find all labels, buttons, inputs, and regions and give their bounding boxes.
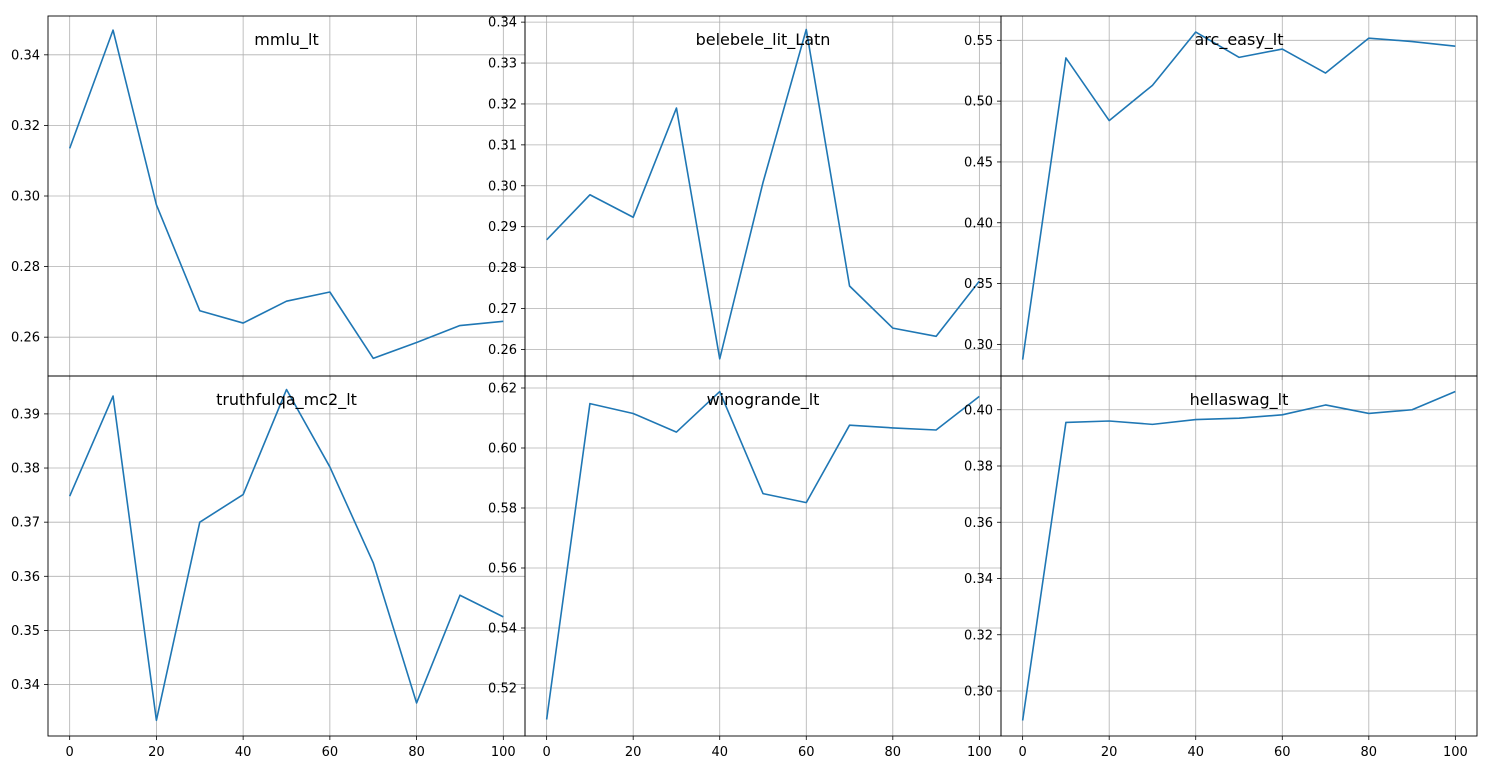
- y-tick-label: 0.32: [488, 97, 517, 112]
- panel-title: mmlu_lt: [254, 30, 318, 50]
- x-tick-label: 0: [1018, 745, 1026, 760]
- x-tick-label: 40: [235, 745, 252, 760]
- y-tick-label: 0.30: [488, 179, 517, 194]
- y-tick-label: 0.34: [964, 572, 993, 587]
- x-tick-label: 20: [148, 745, 165, 760]
- y-tick-label: 0.50: [964, 95, 993, 110]
- x-tick-label: 0: [542, 745, 550, 760]
- y-tick-label: 0.40: [964, 403, 993, 418]
- y-tick-label: 0.55: [964, 34, 993, 49]
- x-tick-label: 100: [491, 745, 516, 760]
- x-tick-label: 40: [1187, 745, 1204, 760]
- y-tick-label: 0.62: [488, 382, 517, 397]
- chart-panel-3: 0.34 0.35 0.36 0.37 0.38 0.39 0 20 40 60 80 100 trut…: [11, 375, 526, 760]
- y-tick-label: 0.36: [964, 516, 993, 531]
- x-tick-label: 20: [625, 745, 642, 760]
- y-tick-label: 0.34: [11, 678, 40, 693]
- y-tick-label: 0.34: [11, 48, 40, 63]
- chart-panel-1: 0.26 0.27 0.28 0.29 0.30 0.31 0.32 0.33 0.34 bele…: [488, 15, 1002, 380]
- chart-panel-2: 0.30 0.35 0.40 0.45 0.50 0.55 arc_easy_lt: [964, 15, 1478, 380]
- panel-title: belebele_lit_Latn: [696, 30, 831, 50]
- x-tick-label: 100: [967, 745, 992, 760]
- y-tick-label: 0.31: [488, 138, 517, 153]
- chart-panel-4: 0.52 0.54 0.56 0.58 0.60 0.62 0 20 40 60 80 100 wino…: [488, 375, 1002, 760]
- axes-frame: [1000, 375, 1478, 737]
- y-tick-label: 0.28: [11, 260, 40, 275]
- y-tick-label: 0.32: [11, 119, 40, 134]
- y-tick-label: 0.45: [964, 155, 993, 170]
- x-tick-label: 100: [1443, 745, 1468, 760]
- x-tick-label: 20: [1101, 745, 1118, 760]
- x-tick-label: 60: [322, 745, 339, 760]
- y-tick-label: 0.27: [488, 302, 517, 317]
- panel-title: winogrande_lt: [707, 390, 820, 410]
- y-tick-label: 0.26: [488, 343, 517, 358]
- x-tick-label: 0: [66, 745, 74, 760]
- panel-title: truthfulqa_mc2_lt: [216, 390, 357, 410]
- y-tick-label: 0.26: [11, 331, 40, 346]
- y-tick-label: 0.32: [964, 628, 993, 643]
- y-tick-label: 0.30: [11, 190, 40, 205]
- x-tick-label: 60: [798, 745, 815, 760]
- panel-title: hellaswag_lt: [1190, 390, 1289, 410]
- x-tick-label: 80: [1361, 745, 1378, 760]
- y-tick-label: 0.60: [488, 442, 517, 457]
- y-tick-label: 0.29: [488, 220, 517, 235]
- chart-panel-5: 0.30 0.32 0.34 0.36 0.38 0.40 0 20 40 60 80 100 hell…: [964, 375, 1478, 760]
- y-tick-label: 0.58: [488, 502, 517, 517]
- y-tick-label: 0.34: [488, 16, 517, 31]
- y-tick-label: 0.30: [964, 685, 993, 700]
- panel-title: arc_easy_lt: [1195, 30, 1284, 50]
- chart-panel-0: 0.26 0.28 0.30 0.32 0.34 mmlu_lt: [11, 15, 526, 380]
- x-tick-label: 80: [885, 745, 902, 760]
- y-tick-label: 0.35: [964, 277, 993, 292]
- y-tick-label: 0.33: [488, 57, 517, 72]
- y-tick-label: 0.35: [11, 624, 40, 639]
- y-tick-label: 0.38: [11, 462, 40, 477]
- y-tick-label: 0.30: [964, 338, 993, 353]
- x-tick-label: 40: [711, 745, 728, 760]
- y-tick-label: 0.36: [11, 570, 40, 585]
- y-tick-label: 0.56: [488, 562, 517, 577]
- y-tick-label: 0.52: [488, 682, 517, 697]
- y-tick-label: 0.38: [964, 460, 993, 475]
- y-tick-label: 0.40: [964, 216, 993, 231]
- x-tick-label: 60: [1274, 745, 1291, 760]
- y-tick-label: 0.54: [488, 622, 517, 637]
- x-tick-label: 80: [408, 745, 425, 760]
- y-tick-label: 0.39: [11, 407, 40, 422]
- y-tick-label: 0.37: [11, 516, 40, 531]
- y-tick-label: 0.28: [488, 261, 517, 276]
